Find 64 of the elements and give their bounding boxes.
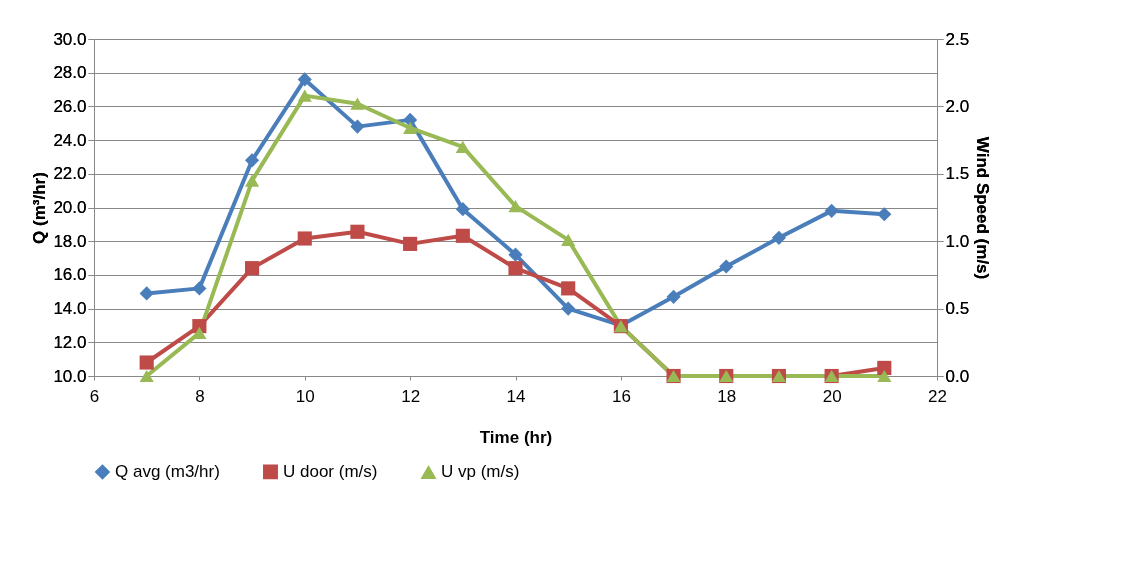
point xyxy=(561,233,576,246)
y-tick-label: 24.0 xyxy=(53,130,87,150)
point xyxy=(455,202,470,217)
y-tick-label: 12.0 xyxy=(53,332,87,352)
point xyxy=(403,121,418,135)
legend-label: Q avg (m3/hr) xyxy=(115,461,220,481)
y-tick-label: 20.0 xyxy=(53,198,87,217)
y2-tick-label: 0.0 xyxy=(945,366,970,386)
y-tick-label: 28.0 xyxy=(53,63,87,83)
point xyxy=(455,228,470,243)
y2-tick-label: 2.5 xyxy=(945,29,970,49)
point xyxy=(350,97,365,110)
x-tick-label: 8 xyxy=(195,386,205,406)
y2-tick-label: 1.5 xyxy=(945,164,970,184)
y-tick-label: 14.0 xyxy=(53,299,87,319)
point xyxy=(139,286,154,301)
point xyxy=(297,72,312,87)
point xyxy=(244,174,260,187)
x-tick-label: 6 xyxy=(89,386,100,406)
point xyxy=(455,140,470,153)
x-tick-label: 12 xyxy=(401,386,421,406)
point xyxy=(561,281,576,296)
point xyxy=(824,203,839,218)
point xyxy=(244,261,260,276)
y2-tick-label: 0.5 xyxy=(945,299,970,319)
point xyxy=(877,207,892,222)
x-tick-label: 14 xyxy=(506,386,526,406)
x-tick-label: 10 xyxy=(295,386,315,406)
point xyxy=(403,236,418,251)
point xyxy=(297,231,312,246)
point xyxy=(403,112,418,127)
legend-label: U vp (m/s) xyxy=(441,462,520,482)
x-tick-label: 18 xyxy=(717,386,737,406)
point xyxy=(508,247,523,262)
x-axis-title: Time (hr) xyxy=(479,427,553,447)
point xyxy=(139,369,154,383)
x-tick-label: 22 xyxy=(928,386,947,406)
legend-label: U door (m/s) xyxy=(283,461,378,481)
point xyxy=(244,153,260,168)
point xyxy=(350,224,365,239)
y-axis-title: Q (m³/hr) xyxy=(30,172,50,244)
y-tick-label: 10.0 xyxy=(53,366,87,386)
y2-axis-title: Wind Speed (m/s) xyxy=(973,136,993,280)
y2-tick-label: 2.0 xyxy=(945,96,970,116)
point xyxy=(719,259,734,274)
point xyxy=(508,261,523,276)
point xyxy=(561,301,576,316)
y-tick-label: 16.0 xyxy=(53,265,87,285)
point xyxy=(877,360,892,375)
y-tick-label: 26.0 xyxy=(53,96,87,116)
point xyxy=(877,369,892,383)
x-tick-label: 20 xyxy=(822,386,842,406)
x-tick-label: 16 xyxy=(611,386,631,406)
point xyxy=(508,200,523,213)
y2-tick-label: 1.0 xyxy=(945,231,970,251)
y-tick-label: 30.0 xyxy=(53,29,87,49)
point xyxy=(192,281,207,296)
y-tick-label: 22.0 xyxy=(53,164,87,184)
point xyxy=(771,230,787,245)
point xyxy=(139,355,154,370)
point xyxy=(666,289,681,304)
point xyxy=(350,119,365,134)
y-tick-label: 18.0 xyxy=(53,231,87,251)
point xyxy=(297,89,312,102)
